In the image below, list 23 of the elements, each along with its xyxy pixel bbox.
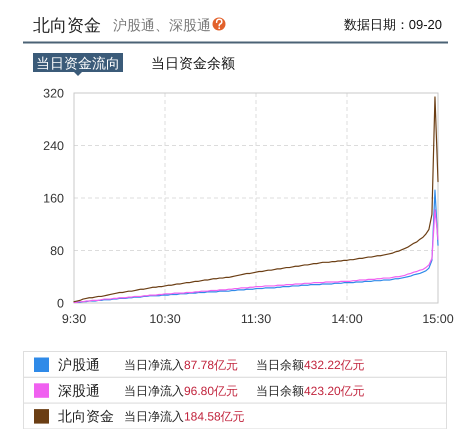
x-tick-label: 10:30 xyxy=(149,312,181,326)
y-tick-label: 160 xyxy=(43,192,64,206)
x-tick-label: 15:00 xyxy=(422,312,454,326)
y-tick-label: 320 xyxy=(43,86,64,100)
text: 当日余额423.20亿元 xyxy=(256,384,365,398)
y-tick-label: 0 xyxy=(57,296,64,310)
x-tick-label: 14:00 xyxy=(331,312,363,326)
legend-label: 沪股通 xyxy=(58,356,100,372)
text: 数据日期：09-20 xyxy=(344,17,442,32)
text: 当日净流入96.80亿元 xyxy=(124,384,238,398)
y-tick-label: 80 xyxy=(50,244,64,258)
tab-selected: 当日资金流向 xyxy=(33,53,123,72)
text: 当日资金余额 xyxy=(151,55,235,71)
x-tick-label: 9:30 xyxy=(62,312,86,326)
legend-label: 北向资金 xyxy=(58,408,114,424)
text: 当日净流入184.58亿元 xyxy=(124,410,245,424)
legend-label: 深股通 xyxy=(58,382,100,398)
text: 当日余额432.22亿元 xyxy=(256,358,365,372)
title: 北向资金 xyxy=(33,16,101,35)
x-tick-label: 11:30 xyxy=(240,312,272,326)
text: 当日净流入87.78亿元 xyxy=(124,358,238,372)
subtitle: 沪股通、深股通 xyxy=(113,17,211,33)
y-tick-label: 240 xyxy=(43,139,64,153)
